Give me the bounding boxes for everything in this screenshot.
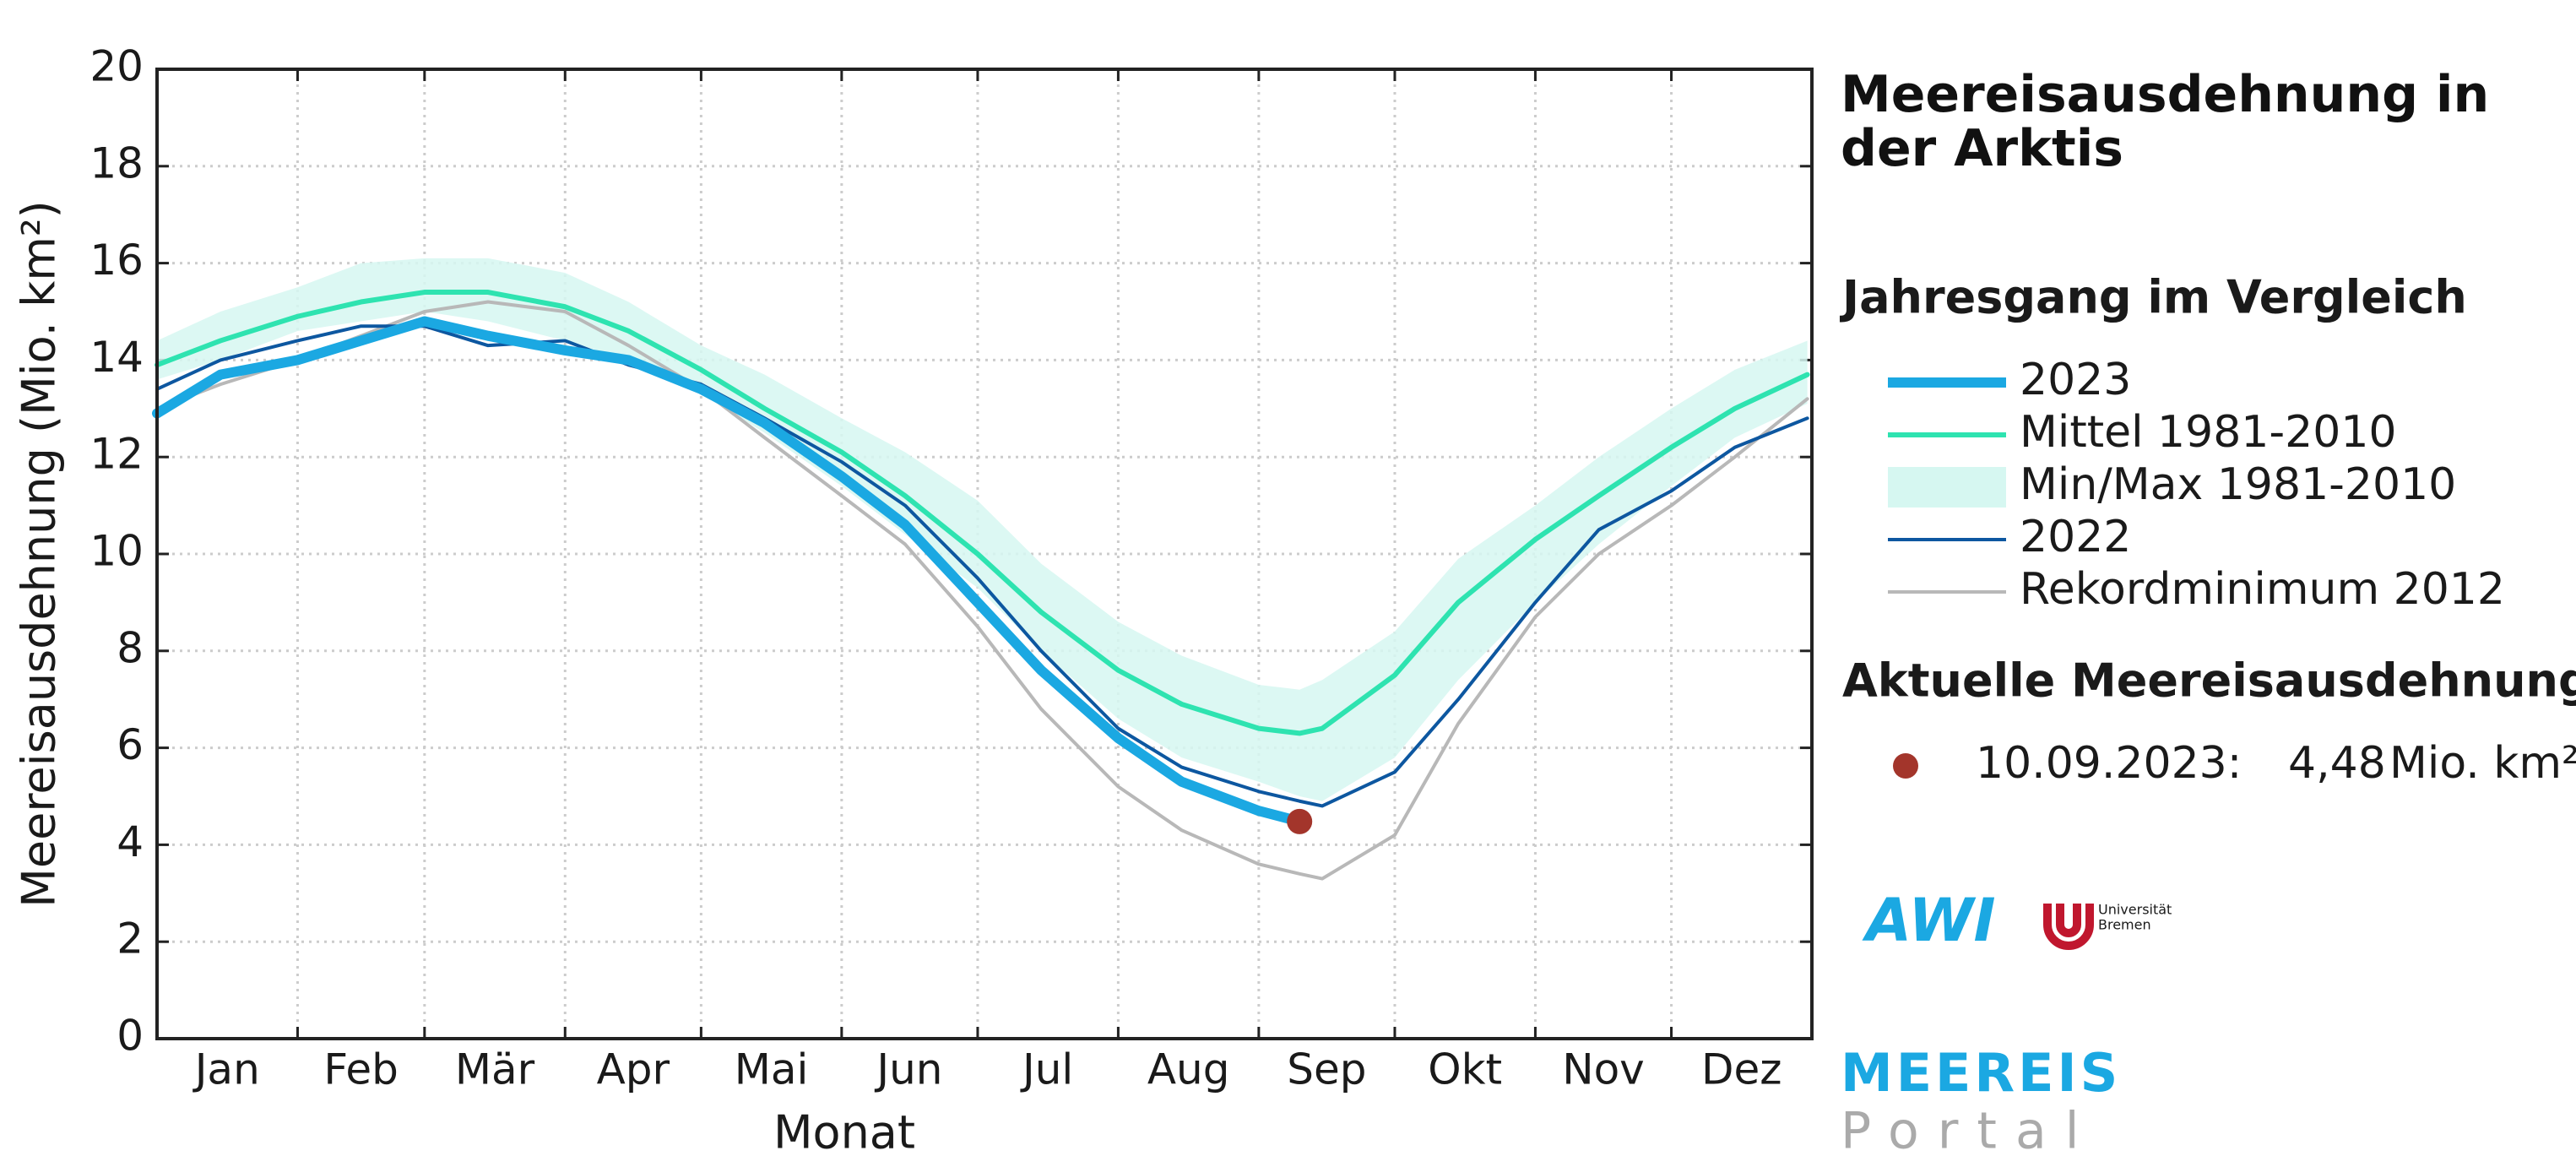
y-tick-label: 4: [117, 817, 144, 866]
y-tick-label: 2: [117, 915, 144, 963]
y-tick-label: 18: [89, 138, 144, 187]
legend-label: Min/Max 1981-2010: [2020, 459, 2456, 510]
x-tick-label: Mär: [455, 1045, 535, 1094]
x-tick-label: Aug: [1147, 1045, 1230, 1094]
chart-title: Meereisausdehnung in der Arktis: [1841, 68, 2490, 178]
x-tick-label: Nov: [1562, 1045, 1645, 1094]
x-tick-label: Jul: [1020, 1045, 1073, 1094]
x-tick-label: Mai: [735, 1045, 809, 1094]
y-tick-label: 8: [117, 623, 144, 672]
x-tick-label: Dez: [1701, 1045, 1782, 1094]
x-tick-label: Feb: [323, 1045, 399, 1094]
series-line: [155, 324, 1809, 808]
minmax-band: [157, 258, 1808, 801]
y-tick-label: 20: [89, 42, 144, 91]
uni-text: Universität: [2098, 902, 2172, 918]
x-tick-label: Jun: [874, 1045, 942, 1094]
x-tick-label: Apr: [597, 1045, 670, 1094]
portal-logo: MEEREIS: [1841, 1042, 2121, 1104]
y-tick-label: 16: [89, 236, 144, 285]
x-tick-label: Okt: [1428, 1045, 1502, 1094]
legend-dot: [1893, 753, 1918, 779]
x-tick-label: Sep: [1287, 1045, 1366, 1094]
plot-frame: [155, 68, 1814, 1040]
legend-label: Mittel 1981-2010: [2020, 407, 2397, 458]
series-line: [152, 316, 1305, 827]
legend-title: Jahresgang im Vergleich: [1839, 271, 2467, 324]
uni-logo: [2043, 904, 2094, 950]
x-tick-label: Jan: [193, 1045, 260, 1094]
portal-logo: Portal: [1841, 1102, 2097, 1161]
y-tick-label: 0: [117, 1012, 144, 1061]
legend-label: 2022: [2020, 512, 2131, 562]
legend-swatch: [1888, 467, 2006, 508]
title-box: Meereisausdehnung in der Arktis: [1841, 68, 2490, 178]
legend-label: Rekordminimum 2012: [2020, 564, 2505, 615]
current-unit: Mio. km²: [2389, 738, 2576, 789]
uni-text: Bremen: [2098, 917, 2151, 933]
current-title: Aktuelle Meereisausdehnung: [1842, 654, 2576, 708]
current-point: [1287, 808, 1313, 834]
y-axis-label: Meereisausdehnung (Mio. km²): [13, 200, 66, 907]
y-tick-label: 12: [89, 430, 144, 479]
series-line: [155, 290, 1810, 736]
y-tick-label: 6: [117, 720, 144, 769]
y-tick-label: 14: [89, 333, 144, 382]
awi-logo: AWI: [1862, 886, 1996, 955]
y-tick-label: 10: [89, 527, 144, 576]
current-value: 4,48: [2288, 738, 2386, 789]
x-axis-label: Monat: [773, 1106, 915, 1159]
current-date: 10.09.2023:: [1976, 738, 2242, 789]
legend-label: 2023: [2020, 355, 2131, 405]
series-line: [155, 300, 1809, 881]
